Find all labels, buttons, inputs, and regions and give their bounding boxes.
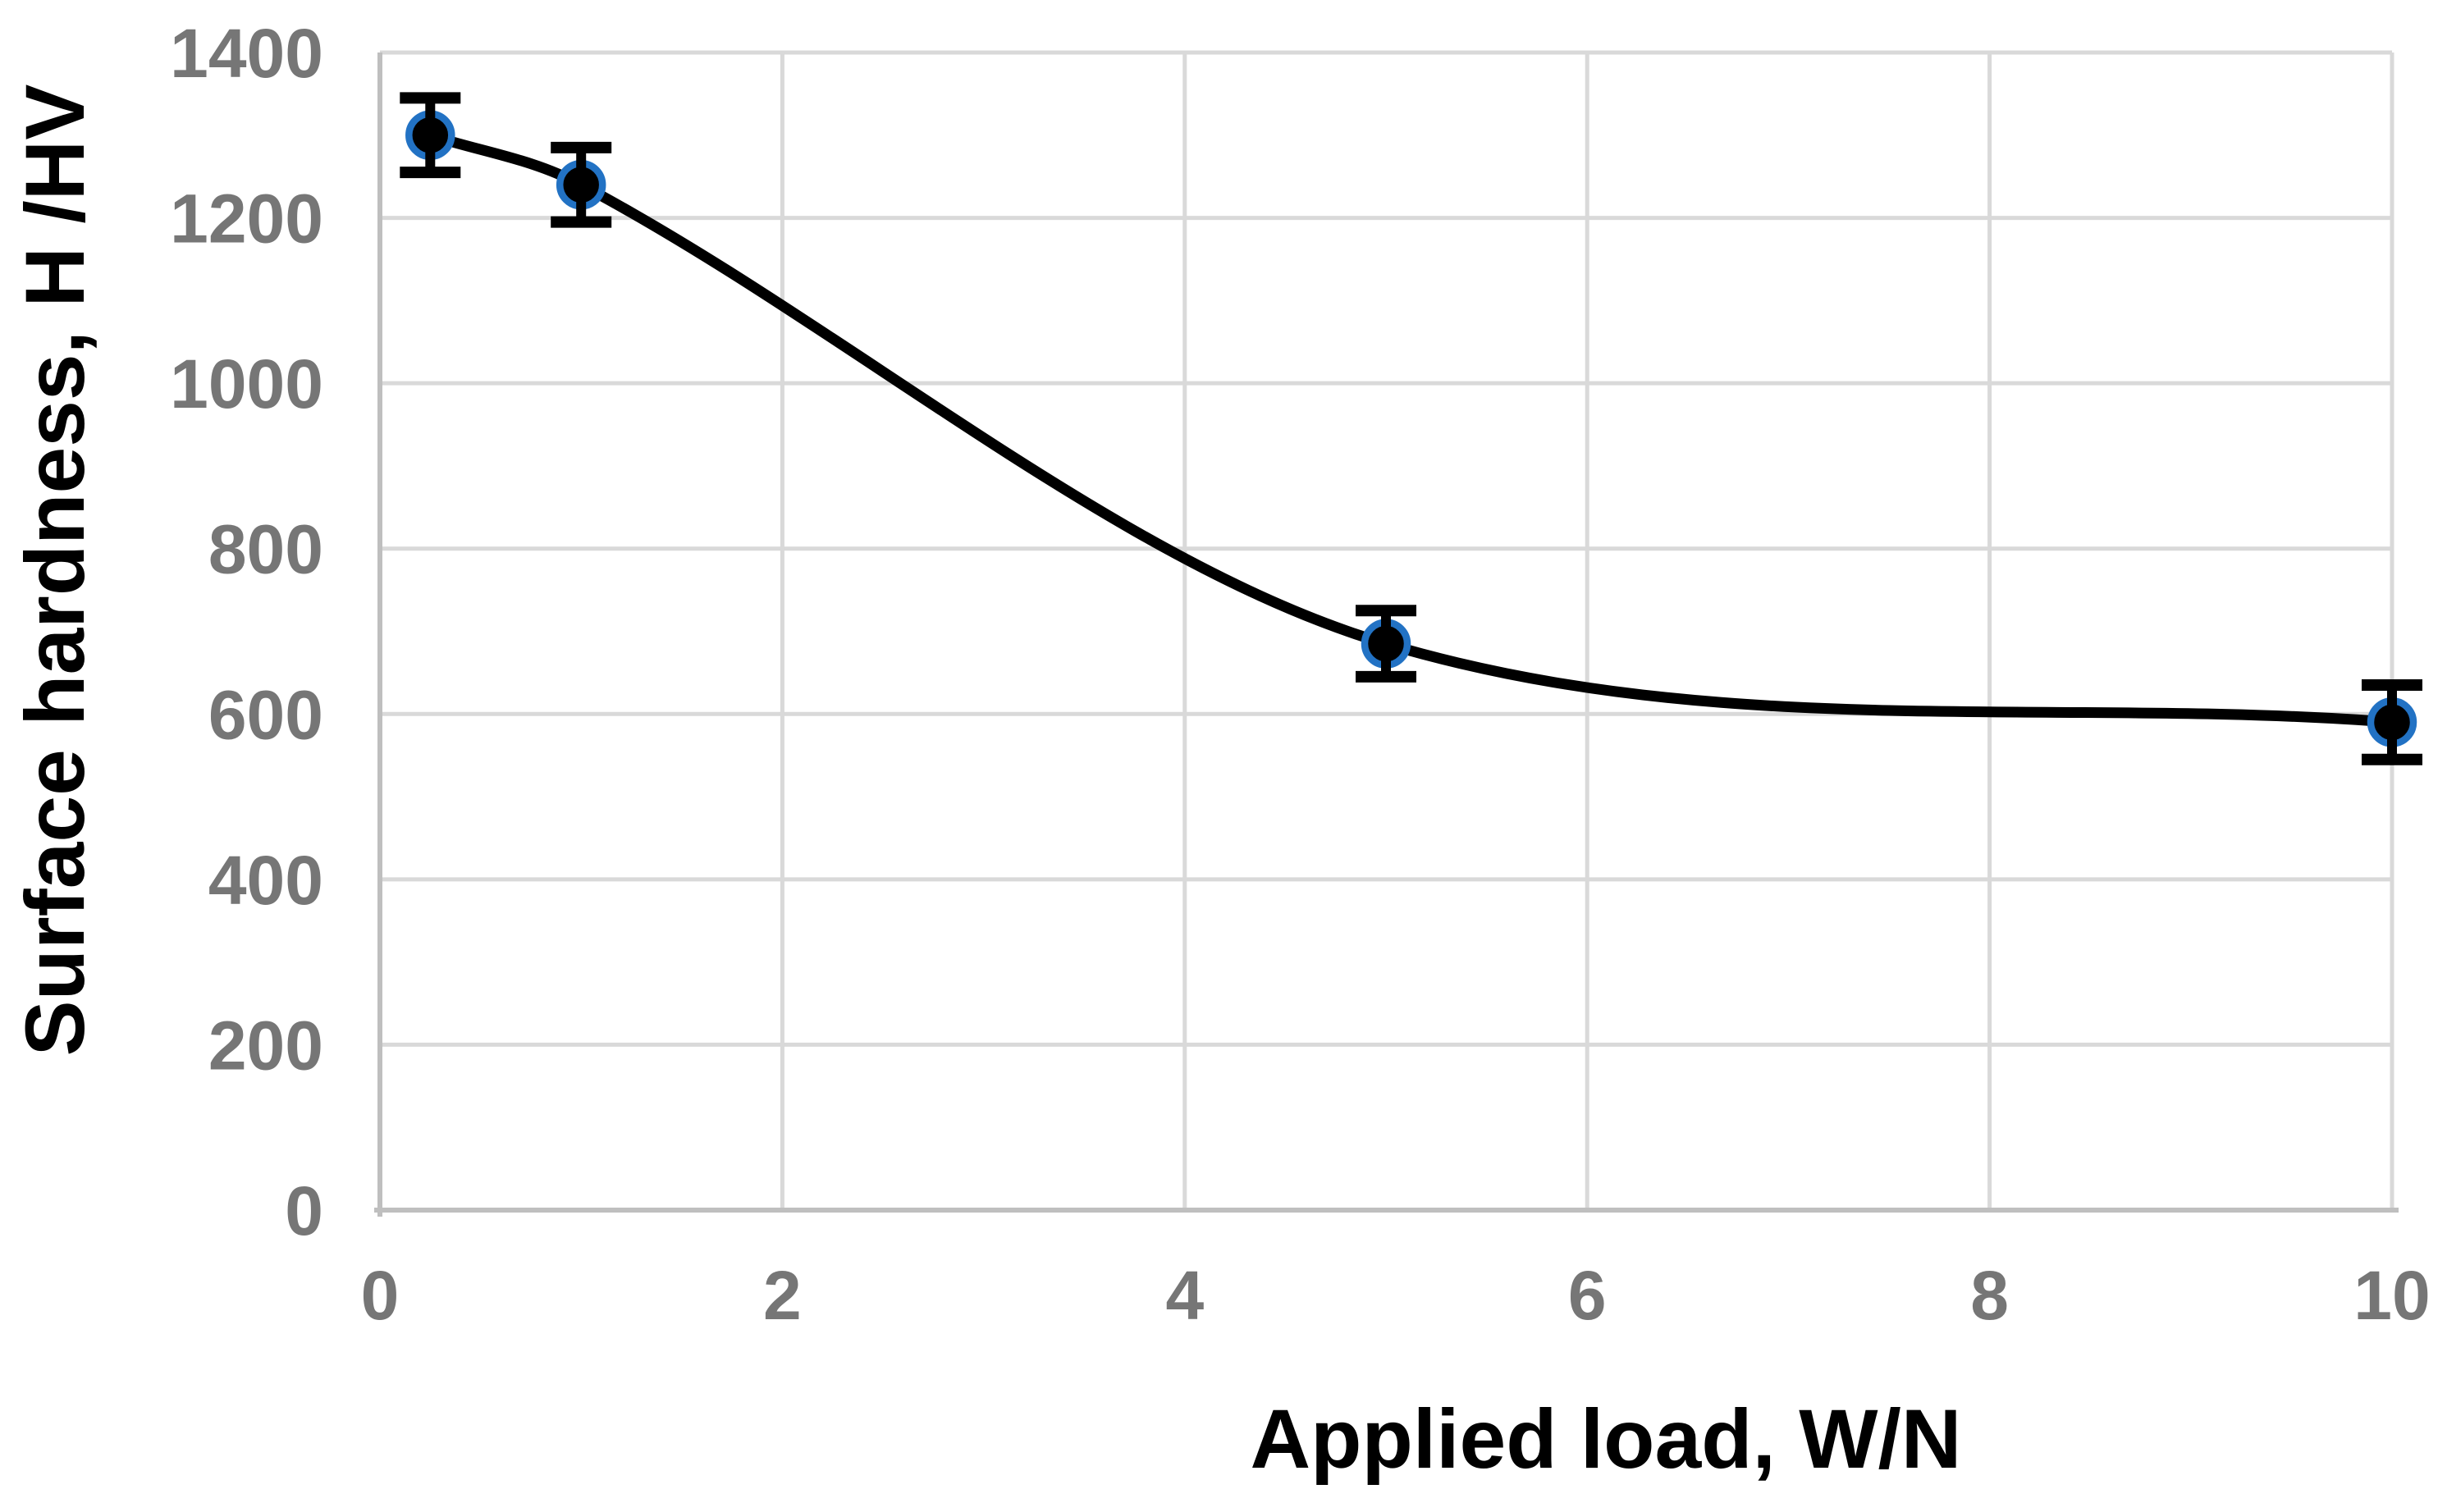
y-tick-label-1000: 1000	[170, 345, 323, 423]
x-axis-title: Applied load, W/N	[1250, 1392, 1962, 1486]
y-tick-label-0: 0	[285, 1172, 323, 1249]
y-tick-label-400: 400	[208, 842, 323, 919]
y-tick-label-800: 800	[208, 511, 323, 588]
y-tick-label-200: 200	[208, 1007, 323, 1084]
y-tick-label-600: 600	[208, 676, 323, 753]
trend-curve	[428, 130, 2393, 728]
x-tick-label-0: 0	[361, 1257, 400, 1334]
y-axis-title: Surface hardness, H /HV	[7, 84, 102, 1057]
x-tick-label-8: 8	[1970, 1257, 2009, 1334]
y-tick-label-1200: 1200	[170, 180, 323, 258]
x-tick-label-10: 10	[2353, 1257, 2430, 1334]
x-tick-label-6: 6	[1568, 1257, 1607, 1334]
y-tick-label-1400: 1400	[170, 15, 323, 92]
x-tick-label-2: 2	[763, 1257, 802, 1334]
x-tick-label-4: 4	[1165, 1257, 1204, 1334]
